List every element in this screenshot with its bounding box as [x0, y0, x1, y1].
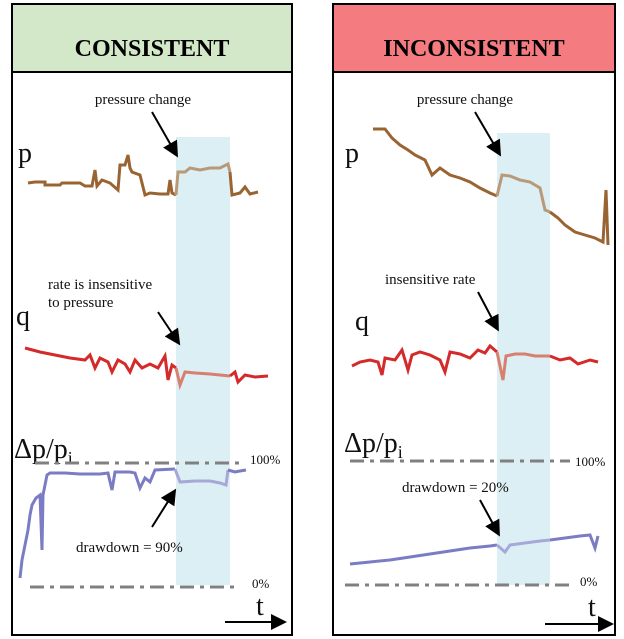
rate-annotation: insensitive rate [385, 272, 476, 288]
drawdown-trace-after [549, 533, 600, 553]
rate-trace [351, 343, 498, 377]
inconsistent-panel: INCONSISTENT pressure change p insensiti… [332, 3, 616, 636]
inconsistent-title: INCONSISTENT [383, 36, 564, 62]
rate-arrow [477, 291, 499, 332]
p-label: p [345, 138, 359, 169]
inconsistent-panel-border [332, 3, 616, 636]
drawdown-annotation: drawdown = 90% [76, 540, 183, 556]
rate-trace [24, 346, 177, 381]
drawdown-annotation: drawdown = 20% [402, 480, 509, 496]
pressure-trace-highlight [174, 161, 232, 196]
highlight-band [176, 137, 230, 585]
min-label: 0% [580, 574, 598, 589]
inconsistent-header [333, 4, 615, 72]
rate-trace-after [549, 354, 599, 366]
drawdown-trace [349, 543, 498, 566]
rate-trace-highlight [174, 367, 231, 391]
max-label: 100% [575, 454, 606, 469]
time-label: t [256, 591, 264, 622]
rate-trace-highlight [495, 351, 550, 381]
drawdown-axis-label: Δp/pi [344, 428, 403, 462]
time-label: t [588, 592, 596, 623]
pressure-trace [373, 127, 498, 198]
consistent-panel-border [11, 3, 293, 636]
pressure-arrow [151, 111, 178, 158]
pressure-arrow [474, 111, 502, 157]
drawdown-arrow [151, 488, 177, 528]
rate-annotation-line2: to pressure [48, 295, 114, 311]
q-label: q [355, 306, 369, 337]
rate-trace-after [229, 369, 269, 385]
min-label: 0% [252, 576, 270, 591]
drawdown-trace-highlight [173, 468, 230, 487]
pressure-trace-highlight [495, 173, 551, 214]
q-label: q [16, 301, 30, 332]
pressure-trace-after [228, 171, 259, 197]
p-label: p [18, 138, 32, 169]
max-label: 100% [250, 452, 281, 467]
pressure-annotation: pressure change [95, 92, 192, 108]
pressure-trace-after [549, 189, 610, 246]
consistent-panel: CONSISTENT pressure change p rate is ins… [11, 3, 293, 636]
drawdown-trace [18, 467, 176, 579]
drawdown-trace-after [227, 468, 247, 474]
drawdown-arrow [479, 499, 500, 537]
pressure-annotation: pressure change [417, 92, 514, 108]
rate-annotation-line1: rate is insensitive [48, 277, 152, 293]
drawdown-trace-highlight [496, 538, 551, 555]
pressure-trace [27, 154, 177, 198]
consistent-title: CONSISTENT [75, 36, 230, 62]
rate-arrow [157, 311, 181, 346]
consistent-header [12, 4, 292, 72]
drawdown-axis-label: Δp/pi [14, 434, 73, 468]
